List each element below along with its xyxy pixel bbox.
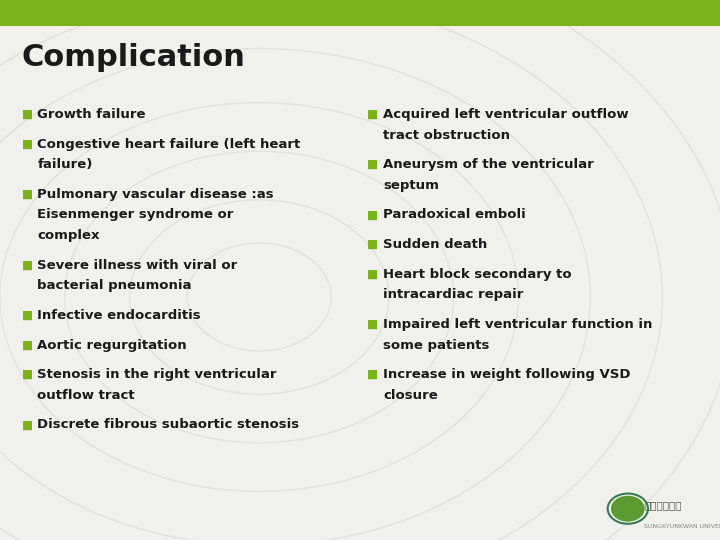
Text: Aneurysm of the ventricular: Aneurysm of the ventricular [383, 158, 594, 171]
Text: some patients: some patients [383, 339, 490, 352]
Text: ■: ■ [22, 108, 32, 121]
Text: ■: ■ [367, 158, 378, 171]
Text: Pulmonary vascular disease :as: Pulmonary vascular disease :as [37, 188, 274, 201]
Text: ■: ■ [22, 418, 32, 431]
Text: Increase in weight following VSD: Increase in weight following VSD [383, 368, 631, 381]
Text: tract obstruction: tract obstruction [383, 129, 510, 141]
Text: bacterial pneumonia: bacterial pneumonia [37, 279, 192, 292]
Text: ■: ■ [367, 108, 378, 121]
Text: ■: ■ [367, 268, 378, 281]
Text: ■: ■ [22, 188, 32, 201]
Text: ■: ■ [367, 368, 378, 381]
Text: Growth failure: Growth failure [37, 108, 146, 121]
Text: closure: closure [383, 389, 438, 402]
Text: Impaired left ventricular function in: Impaired left ventricular function in [383, 318, 652, 331]
Text: ■: ■ [367, 318, 378, 331]
Text: Paradoxical emboli: Paradoxical emboli [383, 208, 526, 221]
Text: Sudden death: Sudden death [383, 238, 487, 251]
Text: Discrete fibrous subaortic stenosis: Discrete fibrous subaortic stenosis [37, 418, 300, 431]
Text: outflow tract: outflow tract [37, 389, 135, 402]
Text: ■: ■ [22, 368, 32, 381]
Text: Aortic regurgitation: Aortic regurgitation [37, 339, 187, 352]
Text: septum: septum [383, 179, 439, 192]
Text: ■: ■ [367, 238, 378, 251]
Text: Infective endocarditis: Infective endocarditis [37, 309, 201, 322]
Text: Eisenmenger syndrome or: Eisenmenger syndrome or [37, 208, 234, 221]
Text: intracardiac repair: intracardiac repair [383, 288, 523, 301]
Text: Severe illness with viral or: Severe illness with viral or [37, 259, 238, 272]
Text: ■: ■ [22, 259, 32, 272]
Text: ■: ■ [367, 208, 378, 221]
Text: ■: ■ [22, 339, 32, 352]
Text: complex: complex [37, 229, 100, 242]
Text: Acquired left ventricular outflow: Acquired left ventricular outflow [383, 108, 629, 121]
Text: Congestive heart failure (left heart: Congestive heart failure (left heart [37, 138, 301, 151]
Text: Stenosis in the right ventricular: Stenosis in the right ventricular [37, 368, 277, 381]
Text: Heart block secondary to: Heart block secondary to [383, 268, 572, 281]
Text: Complication: Complication [22, 43, 246, 72]
Text: SUNGKYUNKWAN UNIVERSITY: SUNGKYUNKWAN UNIVERSITY [644, 524, 720, 529]
Bar [0, 0, 720, 26]
Circle shape [612, 497, 644, 521]
Text: ■: ■ [22, 138, 32, 151]
Text: failure): failure) [37, 158, 93, 171]
Text: 성균관대학교: 성균관대학교 [644, 500, 682, 510]
Text: ■: ■ [22, 309, 32, 322]
